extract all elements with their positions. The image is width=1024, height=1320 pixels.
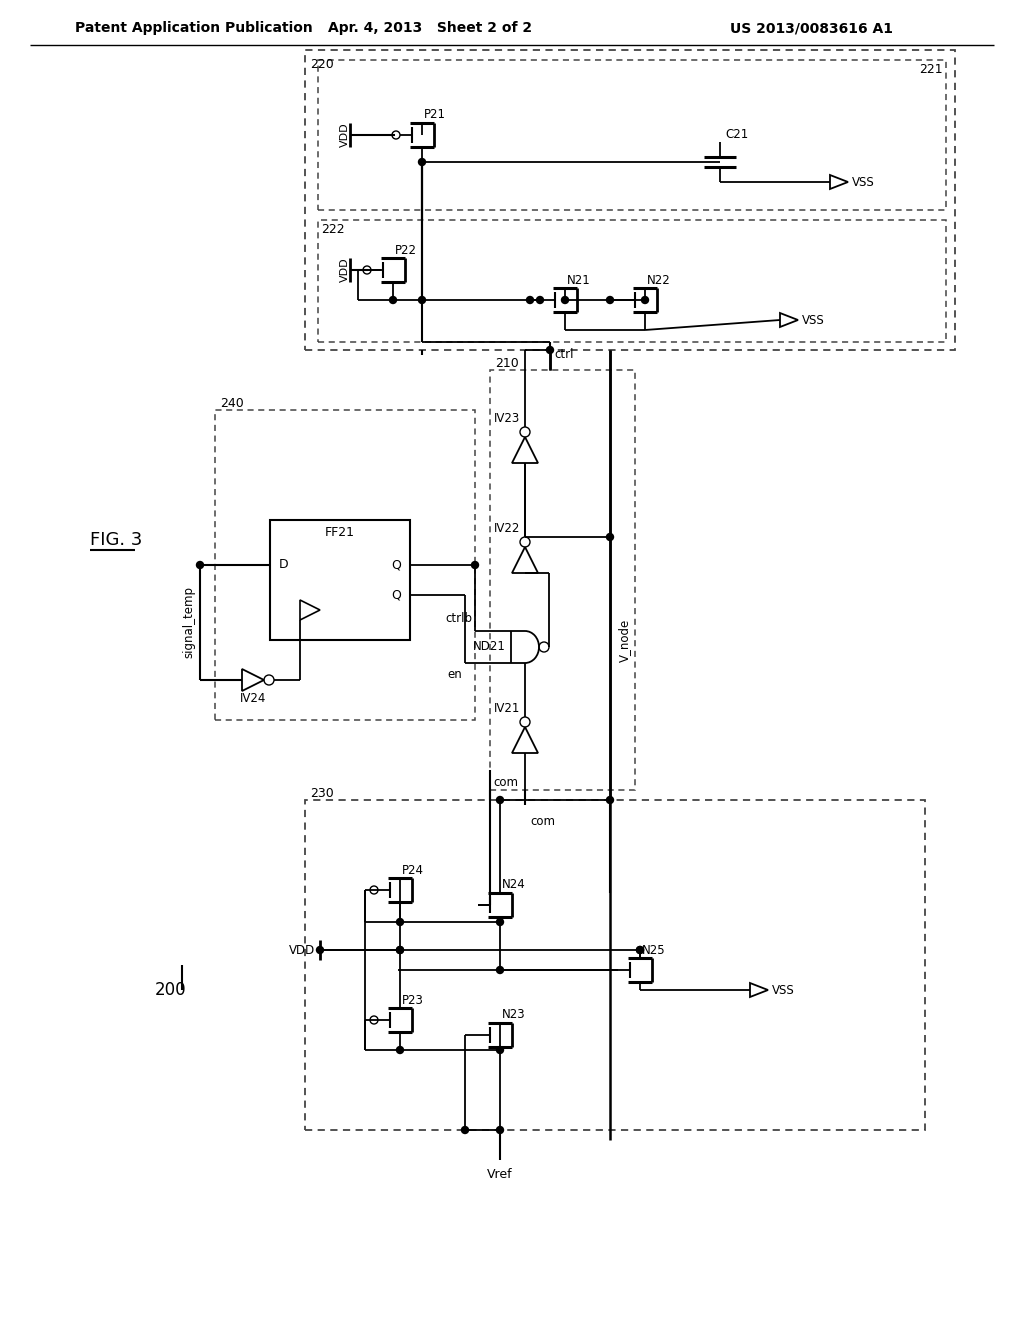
Text: N23: N23: [502, 1008, 525, 1022]
Circle shape: [197, 561, 204, 569]
Text: ctrlb: ctrlb: [445, 612, 472, 626]
Text: Q: Q: [391, 558, 401, 572]
Circle shape: [606, 297, 613, 304]
Circle shape: [637, 946, 643, 953]
Circle shape: [637, 946, 643, 953]
Circle shape: [561, 297, 568, 304]
Circle shape: [497, 919, 504, 925]
Text: IV22: IV22: [494, 523, 520, 536]
Text: ctrl: ctrl: [554, 348, 573, 362]
Text: 200: 200: [155, 981, 186, 999]
Bar: [305, 50, 955, 350]
Text: ND21: ND21: [473, 640, 506, 653]
Text: Vref: Vref: [487, 1168, 513, 1181]
Text: IV23: IV23: [494, 412, 520, 425]
Circle shape: [497, 1047, 504, 1053]
Text: Q: Q: [391, 589, 401, 602]
Text: P21: P21: [424, 108, 446, 121]
Text: 222: 222: [321, 223, 345, 236]
Text: VDD: VDD: [289, 944, 315, 957]
Text: en: en: [447, 668, 462, 681]
Circle shape: [606, 533, 613, 540]
Text: com: com: [530, 814, 555, 828]
Text: VDD: VDD: [340, 123, 350, 148]
Text: P22: P22: [395, 243, 417, 256]
Text: VDD: VDD: [340, 257, 350, 282]
Bar: [215, 411, 475, 719]
Circle shape: [316, 946, 324, 953]
Bar: [490, 370, 635, 789]
Circle shape: [396, 946, 403, 953]
Text: 210: 210: [495, 356, 519, 370]
Text: com: com: [493, 776, 518, 788]
Text: IV24: IV24: [240, 692, 266, 705]
Text: Apr. 4, 2013   Sheet 2 of 2: Apr. 4, 2013 Sheet 2 of 2: [328, 21, 532, 36]
Circle shape: [396, 919, 403, 925]
Text: Patent Application Publication: Patent Application Publication: [75, 21, 312, 36]
Bar: [305, 800, 925, 1130]
Text: FF21: FF21: [325, 525, 355, 539]
Bar: [270, 520, 410, 640]
Text: N24: N24: [502, 879, 525, 891]
Bar: [318, 220, 946, 342]
Text: signal_temp: signal_temp: [182, 586, 195, 659]
Circle shape: [419, 158, 426, 165]
Text: D: D: [280, 558, 289, 572]
Text: 220: 220: [310, 58, 334, 71]
Circle shape: [396, 946, 403, 953]
Text: VSS: VSS: [802, 314, 824, 326]
Circle shape: [471, 561, 478, 569]
Text: US 2013/0083616 A1: US 2013/0083616 A1: [730, 21, 893, 36]
Text: FIG. 3: FIG. 3: [90, 531, 142, 549]
Text: V_node: V_node: [618, 618, 631, 661]
Text: N21: N21: [567, 273, 591, 286]
Text: N22: N22: [647, 273, 671, 286]
Circle shape: [641, 297, 648, 304]
Circle shape: [537, 297, 544, 304]
Circle shape: [606, 796, 613, 804]
Circle shape: [547, 346, 554, 354]
Circle shape: [497, 796, 504, 804]
Text: IV21: IV21: [494, 702, 520, 715]
Bar: [318, 59, 946, 210]
Text: 230: 230: [310, 787, 334, 800]
Circle shape: [396, 1047, 403, 1053]
Text: C21: C21: [725, 128, 749, 140]
Circle shape: [497, 1126, 504, 1134]
Text: 221: 221: [920, 63, 943, 77]
Text: VSS: VSS: [852, 176, 874, 189]
Circle shape: [419, 297, 426, 304]
Text: 240: 240: [220, 397, 244, 411]
Text: P24: P24: [402, 863, 424, 876]
Text: P23: P23: [402, 994, 424, 1006]
Circle shape: [526, 297, 534, 304]
Text: VSS: VSS: [772, 983, 795, 997]
Circle shape: [462, 1126, 469, 1134]
Circle shape: [389, 297, 396, 304]
Circle shape: [497, 966, 504, 974]
Text: N25: N25: [642, 944, 666, 957]
